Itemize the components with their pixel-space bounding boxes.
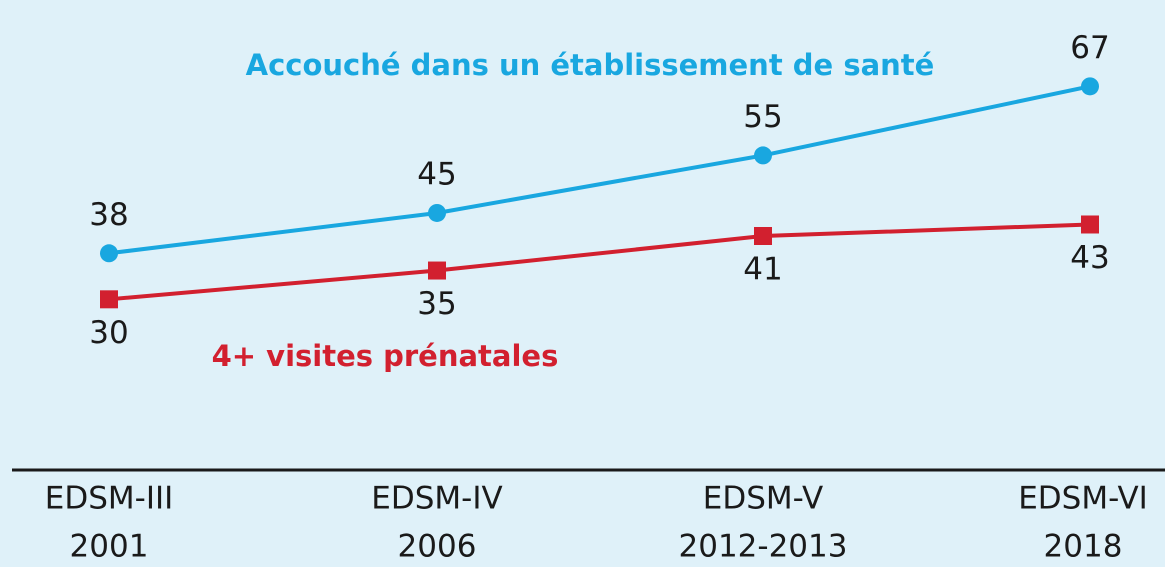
marker xyxy=(1081,77,1099,96)
marker xyxy=(428,203,446,222)
marker xyxy=(100,244,118,263)
series-label: 4+ visites prénatales xyxy=(212,339,559,373)
data-label: 55 xyxy=(743,99,782,135)
data-label: 30 xyxy=(89,315,128,351)
x-tick-label: 2018 xyxy=(1044,529,1123,565)
x-tick-label: EDSM-III xyxy=(45,481,174,517)
marker xyxy=(1081,215,1099,234)
series-label: Accouché dans un établissement de santé xyxy=(246,48,935,82)
x-tick-label: 2006 xyxy=(398,529,477,565)
marker xyxy=(428,261,446,280)
x-tick-label: EDSM-V xyxy=(703,481,823,517)
series-line xyxy=(108,222,1091,302)
data-label: 43 xyxy=(1070,240,1109,276)
data-label: 41 xyxy=(743,252,782,288)
data-label: 35 xyxy=(417,286,456,322)
marker xyxy=(100,290,118,309)
series-line xyxy=(108,84,1091,256)
x-tick-label: 2012-2013 xyxy=(679,529,848,565)
data-label: 45 xyxy=(417,156,456,192)
x-tick-label: EDSM-VI xyxy=(1018,481,1148,517)
x-tick-label: 2001 xyxy=(70,529,149,565)
x-tick-label: EDSM-IV xyxy=(371,481,502,517)
data-label: 38 xyxy=(89,197,128,233)
data-label: 67 xyxy=(1070,30,1109,66)
marker xyxy=(754,227,772,245)
marker xyxy=(754,146,772,165)
